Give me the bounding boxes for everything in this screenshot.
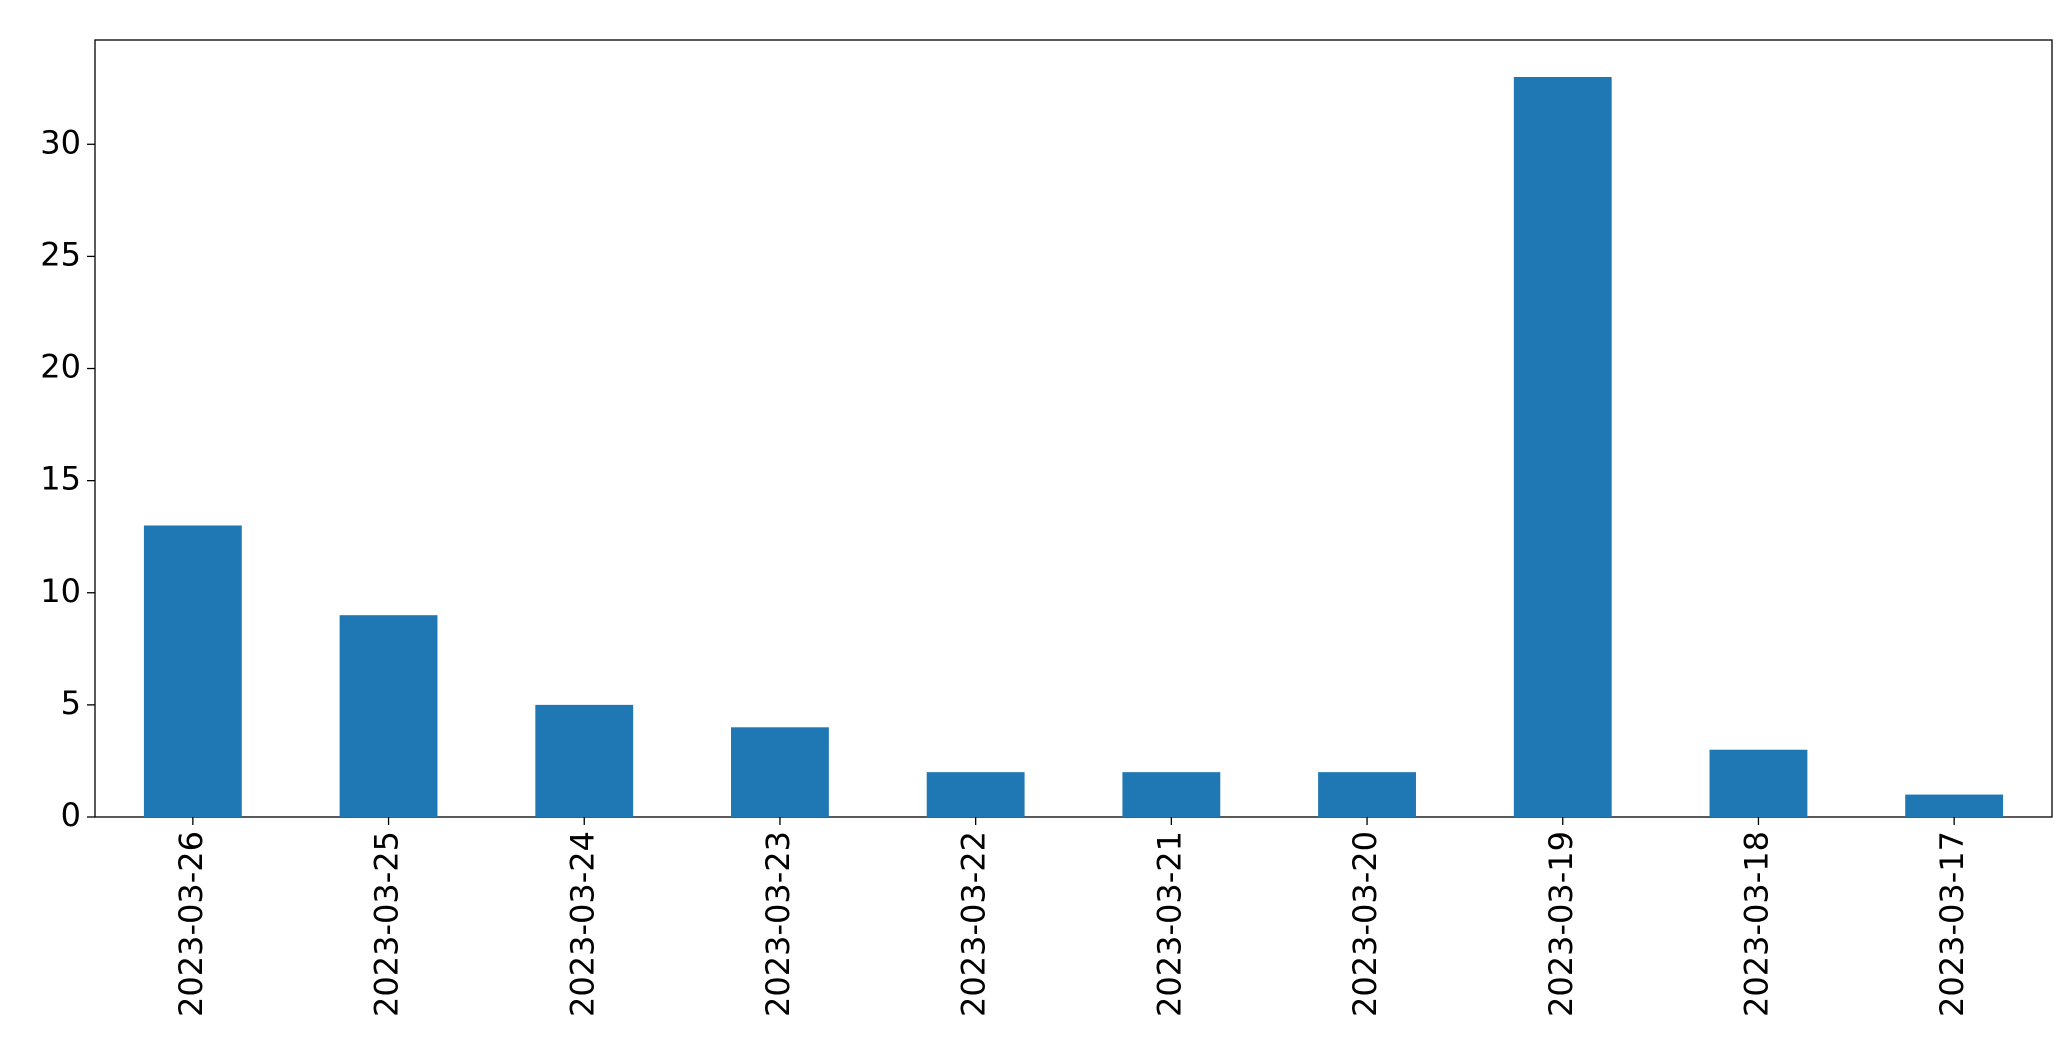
y-tick-label: 5 — [61, 684, 81, 722]
bar — [926, 772, 1025, 817]
x-tick-label: 2023-03-19 — [1542, 831, 1580, 1017]
x-tick-label: 2023-03-17 — [1933, 831, 1971, 1017]
x-tick-label: 2023-03-22 — [955, 831, 993, 1017]
plot-frame — [94, 39, 2053, 818]
bar — [535, 704, 634, 817]
x-tick-label: 2023-03-18 — [1737, 831, 1775, 1017]
bar — [1905, 794, 2004, 817]
y-tick-label: 25 — [40, 235, 81, 273]
x-tick-label: 2023-03-26 — [172, 831, 210, 1017]
x-tick-label: 2023-03-24 — [563, 831, 601, 1017]
x-tick-label: 2023-03-20 — [1346, 831, 1384, 1017]
bar — [1709, 749, 1808, 817]
y-tick-label: 15 — [40, 460, 81, 498]
bar — [339, 615, 438, 817]
bar — [143, 525, 242, 817]
y-tick-label: 10 — [40, 572, 81, 610]
bar — [1513, 77, 1612, 817]
y-tick-label: 0 — [61, 796, 81, 834]
bar — [1122, 772, 1221, 817]
x-tick-label: 2023-03-25 — [368, 831, 406, 1017]
y-tick-label: 30 — [40, 123, 81, 161]
x-tick-label: 2023-03-21 — [1150, 831, 1188, 1017]
y-tick-label: 20 — [40, 348, 81, 386]
bar — [731, 727, 829, 817]
bar — [1318, 772, 1416, 817]
x-tick-label: 2023-03-23 — [759, 831, 797, 1017]
